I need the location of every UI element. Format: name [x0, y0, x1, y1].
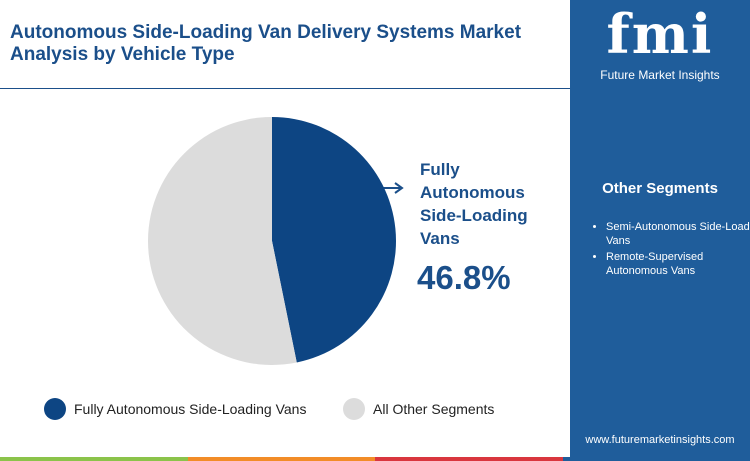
logo: fmi	[606, 2, 714, 66]
pie-slice	[272, 117, 396, 363]
legend-item: All Other Segments	[343, 398, 494, 420]
callout-value: 46.8%	[417, 259, 511, 296]
legend-swatch	[44, 398, 66, 420]
legend-item: Fully Autonomous Side-Loading Vans	[44, 398, 306, 420]
legend-swatch	[343, 398, 365, 420]
footer-stripe	[0, 457, 750, 461]
pie-chart	[147, 117, 404, 366]
callout-label: Fully Autonomous Side-Loading Vans	[420, 160, 528, 248]
segment-item: Semi-Autonomous Side-Loading Vans	[606, 220, 750, 248]
chart-title: Autonomous Side-Loading Van Delivery Sys…	[10, 22, 522, 65]
brand: Future Market Insights	[600, 68, 720, 82]
segment-item: Remote-Supervised Autonomous Vans	[606, 250, 750, 278]
legend-label: All Other Segments	[373, 401, 495, 417]
pie-slice	[147, 117, 297, 366]
callout-arrow	[383, 182, 404, 194]
legend-label: Fully Autonomous Side-Loading Vans	[74, 401, 307, 417]
website: www.futuremarketinsights.com	[585, 434, 735, 446]
segments-heading: Other Segments	[602, 180, 718, 197]
title-rule	[0, 88, 570, 89]
segments-list: Semi-Autonomous Side-Loading VansRemote-…	[590, 220, 750, 280]
sidebar: fmi Future Market Insights Other Segment…	[570, 0, 750, 457]
